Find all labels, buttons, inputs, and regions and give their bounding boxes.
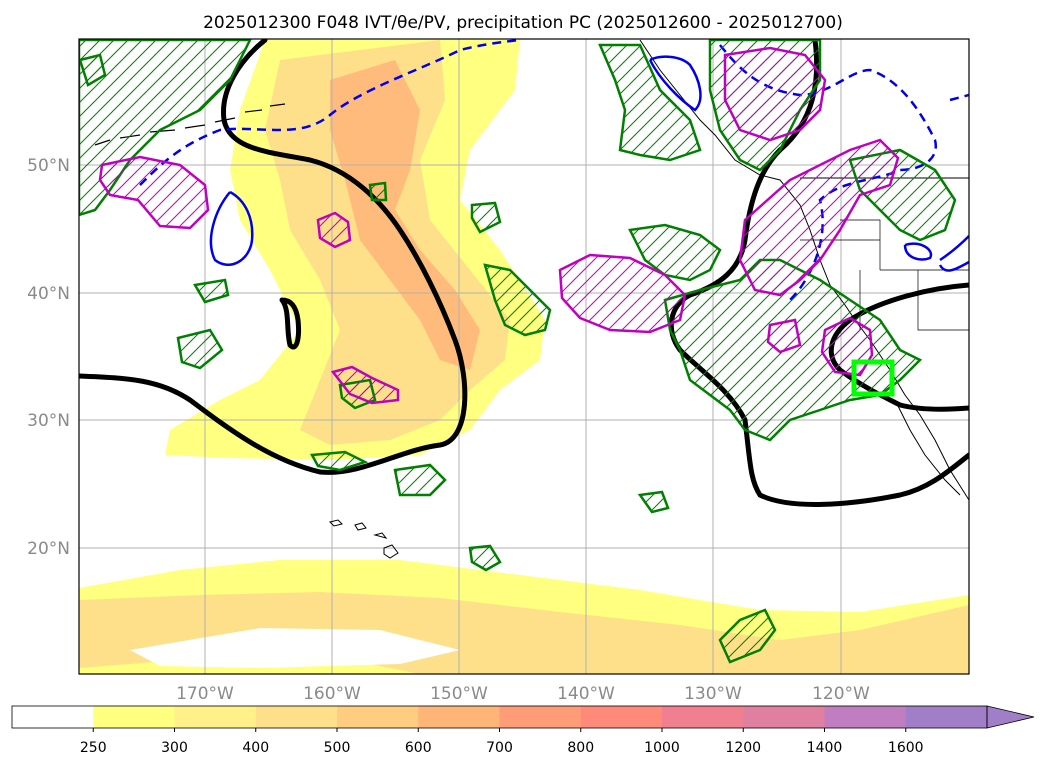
colorbar-cell <box>337 706 419 728</box>
magenta-region-mid <box>330 365 400 405</box>
colorbar-cell <box>418 706 500 728</box>
colorbar-label: 250 <box>80 740 107 756</box>
ivt-gap <box>130 628 460 668</box>
lat-label-30n: 30°N <box>27 411 70 431</box>
green-region-small-1 <box>393 463 447 497</box>
colorbar-cell <box>580 706 663 728</box>
green-region-west-pacific <box>483 263 552 337</box>
magenta-region-coast-2 <box>766 318 802 354</box>
colorbar-label: 300 <box>161 740 188 756</box>
colorbar-label: 500 <box>324 740 351 756</box>
lon-label-140w: 140°W <box>557 684 615 704</box>
colorbar-cell <box>255 706 338 728</box>
colorbar-label: 1200 <box>725 740 761 756</box>
colorbar-label: 1400 <box>807 740 843 756</box>
longitude-labels: 170°W 160°W 150°W 140°W 130°W 120°W <box>176 684 870 704</box>
ivt-shading <box>79 40 969 674</box>
lon-label-150w: 150°W <box>430 684 488 704</box>
green-region-small-5 <box>193 278 230 304</box>
colorbar-cell <box>743 706 825 728</box>
magenta-region-central <box>738 138 900 297</box>
colorbar-label: 800 <box>567 740 594 756</box>
green-region-south <box>718 608 777 664</box>
target-region-box <box>851 359 895 397</box>
lon-label-130w: 130°W <box>684 684 742 704</box>
colorbar-labels: 250 300 400 500 600 700 800 1000 1200 1400 1600 <box>80 728 924 756</box>
colorbar-cell <box>174 706 257 728</box>
hawaiian-islands <box>329 519 399 559</box>
pv-contour-solid-north <box>648 55 702 112</box>
colorbar-cell <box>499 706 582 728</box>
colorbar-extend-arrow <box>986 705 1035 729</box>
green-region-mid-north <box>628 223 722 282</box>
magenta-region-west <box>98 155 210 230</box>
green-region-small-7 <box>368 181 388 202</box>
lat-label-20n: 20°N <box>27 539 70 559</box>
lon-label-160w: 160°W <box>303 684 361 704</box>
magenta-region-east-pacific <box>558 253 687 334</box>
colorbar: 250 300 400 500 600 700 800 1000 1200 1400 1600 <box>11 705 1035 756</box>
colorbar-label: 600 <box>405 740 432 756</box>
precip-pc-magenta <box>98 46 900 405</box>
lat-label-40n: 40°N <box>27 284 70 304</box>
colorbar-cell <box>12 706 94 728</box>
lon-label-120w: 120°W <box>812 684 870 704</box>
colorbar-label: 400 <box>242 740 269 756</box>
thetae-contour-main <box>79 39 468 475</box>
colorbar-cell <box>824 706 907 728</box>
pv-contour-solid-east <box>903 235 969 272</box>
green-region-small-10 <box>309 450 369 472</box>
latitude-labels: 50°N 40°N 30°N 20°N <box>27 156 70 559</box>
magenta-region-north <box>723 46 827 142</box>
colorbar-cells <box>12 706 988 728</box>
map-frame <box>78 38 970 675</box>
green-region-small-4 <box>176 328 224 370</box>
state-borders <box>800 219 969 331</box>
green-region-small-8 <box>79 53 107 87</box>
green-region-small-3 <box>637 490 670 514</box>
colorbar-cell <box>662 706 744 728</box>
colorbar-label: 700 <box>486 740 513 756</box>
green-region-north-coast <box>598 43 702 162</box>
pv-contour-solid-west <box>209 190 254 266</box>
map-title: 2025012300 F048 IVT/θe/PV, precipitation… <box>203 13 843 33</box>
pv-contour-east-edge <box>949 93 969 102</box>
colorbar-cell <box>93 706 175 728</box>
map-panel <box>79 39 969 674</box>
colorbar-cell <box>905 706 988 728</box>
lat-label-50n: 50°N <box>27 156 70 176</box>
baja-peninsula <box>894 399 961 496</box>
colorbar-label: 1600 <box>888 740 924 756</box>
green-region-small-2 <box>468 544 502 572</box>
lon-label-170w: 170°W <box>176 684 234 704</box>
magenta-region-center-small <box>316 211 352 249</box>
colorbar-label: 1000 <box>644 740 680 756</box>
green-region-small-6 <box>470 201 502 234</box>
pv-contour-dashed-west <box>139 39 521 186</box>
thetae-contour-small-loop <box>279 297 301 350</box>
